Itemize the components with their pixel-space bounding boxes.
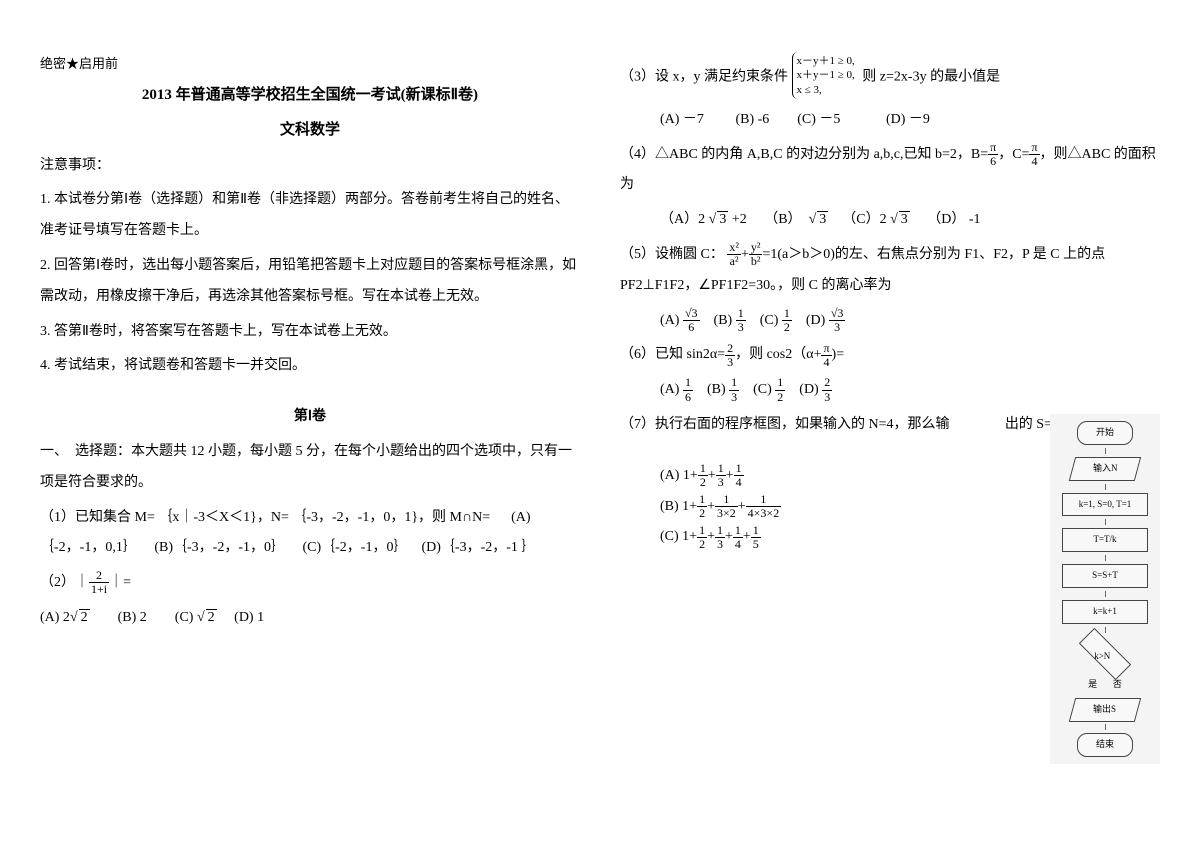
q3-suffix: 则 z=2x-3y 的最小值是 [862,70,1000,85]
fc-input: 输入N [1069,457,1141,481]
q2-optB: (B) 2 [118,610,147,625]
part1-instruction: 一、 选择题：本大题共 12 小题，每小题 5 分，在每个小题给出的四个选项中，… [40,437,580,499]
fc-cond: k>N [1079,628,1131,680]
sqrt-icon [809,212,817,227]
q2-optA: (A) 22 [40,610,90,625]
q6-optD: (D) 23 [799,382,832,397]
sqrt-icon [890,212,898,227]
q3-optA: (A) －7 [660,112,704,127]
exam-subject: 文科数学 [40,114,580,147]
q4-fracC: π4 [1029,141,1039,168]
q5-options: (A) √36 (B) 13 (C) 12 (D) √33 [620,306,1160,337]
q5-optA: (A) √36 [660,313,700,328]
fc-output: 输出S [1069,698,1141,722]
q1-optD: (D)｛-3，-2，-1 ｝ [421,540,535,555]
q1: （1）已知集合 M= ｛x｜-3＜X＜1}，N= ｛-3，-2，-1，0，1}，… [40,503,580,565]
q2-optC: (C) 2 [175,610,217,625]
fc-end: 结束 [1077,733,1133,757]
fc-step3: k=k+1 [1062,600,1148,624]
q7: 开始 输入N k=1, S=0, T=1 T=T/k S=S+T k=k+1 k… [620,410,1160,553]
q6-frac1: 23 [725,342,735,369]
notice-item-3: 3. 答第Ⅱ卷时，将答案写在答题卡上，写在本试卷上无效。 [40,317,580,348]
sqrt-icon [709,212,717,227]
q2-stem: （2）｜21+i｜= [40,568,580,599]
q2-optD: (D) 1 [234,610,264,625]
notice-item-1: 1. 本试卷分第Ⅰ卷（选择题）和第Ⅱ卷（非选择题）两部分。答卷前考生将自己的姓名… [40,185,580,247]
notice-heading: 注意事项： [40,151,580,182]
q1-optC: (C)｛-2，-1，0｝ [302,540,407,555]
q5: （5）设椭圆 C： x²a²+y²b²=1(a＞b＞0)的左、右焦点分别为 F1… [620,240,1160,302]
q3-optC: (C) －5 [797,112,840,127]
q2-options: (A) 22 (B) 2 (C) 2 (D) 1 [40,603,580,634]
q6: （6）已知 sin2α=23，则 cos2（α+π4)= [620,340,1160,371]
q2-suffix: ｜= [109,575,131,590]
q4-optB: （B） 3 [764,212,828,227]
q6-optC: (C) 12 [753,382,785,397]
fc-start: 开始 [1077,421,1133,445]
q5-optB: (B) 13 [714,313,746,328]
q5-fracX: x²a² [727,241,741,268]
left-column: 绝密★启用前 2013 年普通高等学校招生全国统一考试(新课标Ⅱ卷) 文科数学 … [40,50,580,764]
q2-prefix: （2）｜ [40,575,89,590]
sqrt-icon [197,610,205,625]
q2-frac: 21+i [89,569,109,596]
q3: （3）设 x，y 满足约束条件 x－y＋1 ≥ 0, x＋y－1 ≥ 0, x … [620,54,1160,101]
q6-frac2: π4 [821,342,831,369]
q6-optA: (A) 16 [660,382,693,397]
q4: （4）△ABC 的内角 A,B,C 的对边分别为 a,b,c,已知 b=2，B=… [620,140,1160,202]
part1-heading: 第Ⅰ卷 [40,402,580,433]
sqrt-icon [70,610,78,625]
fc-step1: T=T/k [1062,528,1148,552]
q4-optD: （D） -1 [927,212,980,227]
fc-yes: 是 [1088,679,1097,689]
flowchart-diagram: 开始 输入N k=1, S=0, T=1 T=T/k S=S+T k=k+1 k… [1050,414,1160,764]
exam-page: 绝密★启用前 2013 年普通高等学校招生全国统一考试(新课标Ⅱ卷) 文科数学 … [0,0,1200,784]
q3-optD: (D) －9 [886,112,930,127]
q6-optB: (B) 13 [707,382,739,397]
q6-options: (A) 16 (B) 13 (C) 12 (D) 23 [620,375,1160,406]
q1-optB: (B)｛-3，-2，-1，0｝ [154,540,285,555]
q4-optA: （A）2 3 +2 [660,212,747,227]
fc-step2: S=S+T [1062,564,1148,588]
q4-fracB: π6 [988,141,998,168]
q5-optC: (C) 12 [760,313,792,328]
q3-conditions: x－y＋1 ≥ 0, x＋y－1 ≥ 0, x ≤ 3, [792,52,859,99]
notice-item-4: 4. 考试结束，将试题卷和答题卡一并交回。 [40,351,580,382]
q4-options: （A）2 3 +2 （B） 3 （C）2 3 （D） -1 [620,205,1160,236]
confidential-label: 绝密★启用前 [40,50,580,79]
q1-stem: （1）已知集合 M= ｛x｜-3＜X＜1}，N= ｛-3，-2，-1，0，1}，… [40,510,490,525]
notice-item-2: 2. 回答第Ⅰ卷时，选出每小题答案后，用铅笔把答题卡上对应题目的答案标号框涂黑，… [40,251,580,313]
fc-init: k=1, S=0, T=1 [1062,493,1148,517]
exam-title: 2013 年普通高等学校招生全国统一考试(新课标Ⅱ卷) [40,79,580,112]
q3-optB: (B) -6 [735,112,769,127]
q5-fracY: y²b² [749,241,763,268]
q3-prefix: （3）设 x，y 满足约束条件 [620,70,788,85]
q4-optC: （C）2 3 [842,212,910,227]
right-column: （3）设 x，y 满足约束条件 x－y＋1 ≥ 0, x＋y－1 ≥ 0, x … [620,50,1160,764]
q5-optD: (D) √33 [806,313,846,328]
q3-options: (A) －7 (B) -6 (C) －5 (D) －9 [620,105,1160,136]
fc-no: 否 [1113,679,1122,689]
